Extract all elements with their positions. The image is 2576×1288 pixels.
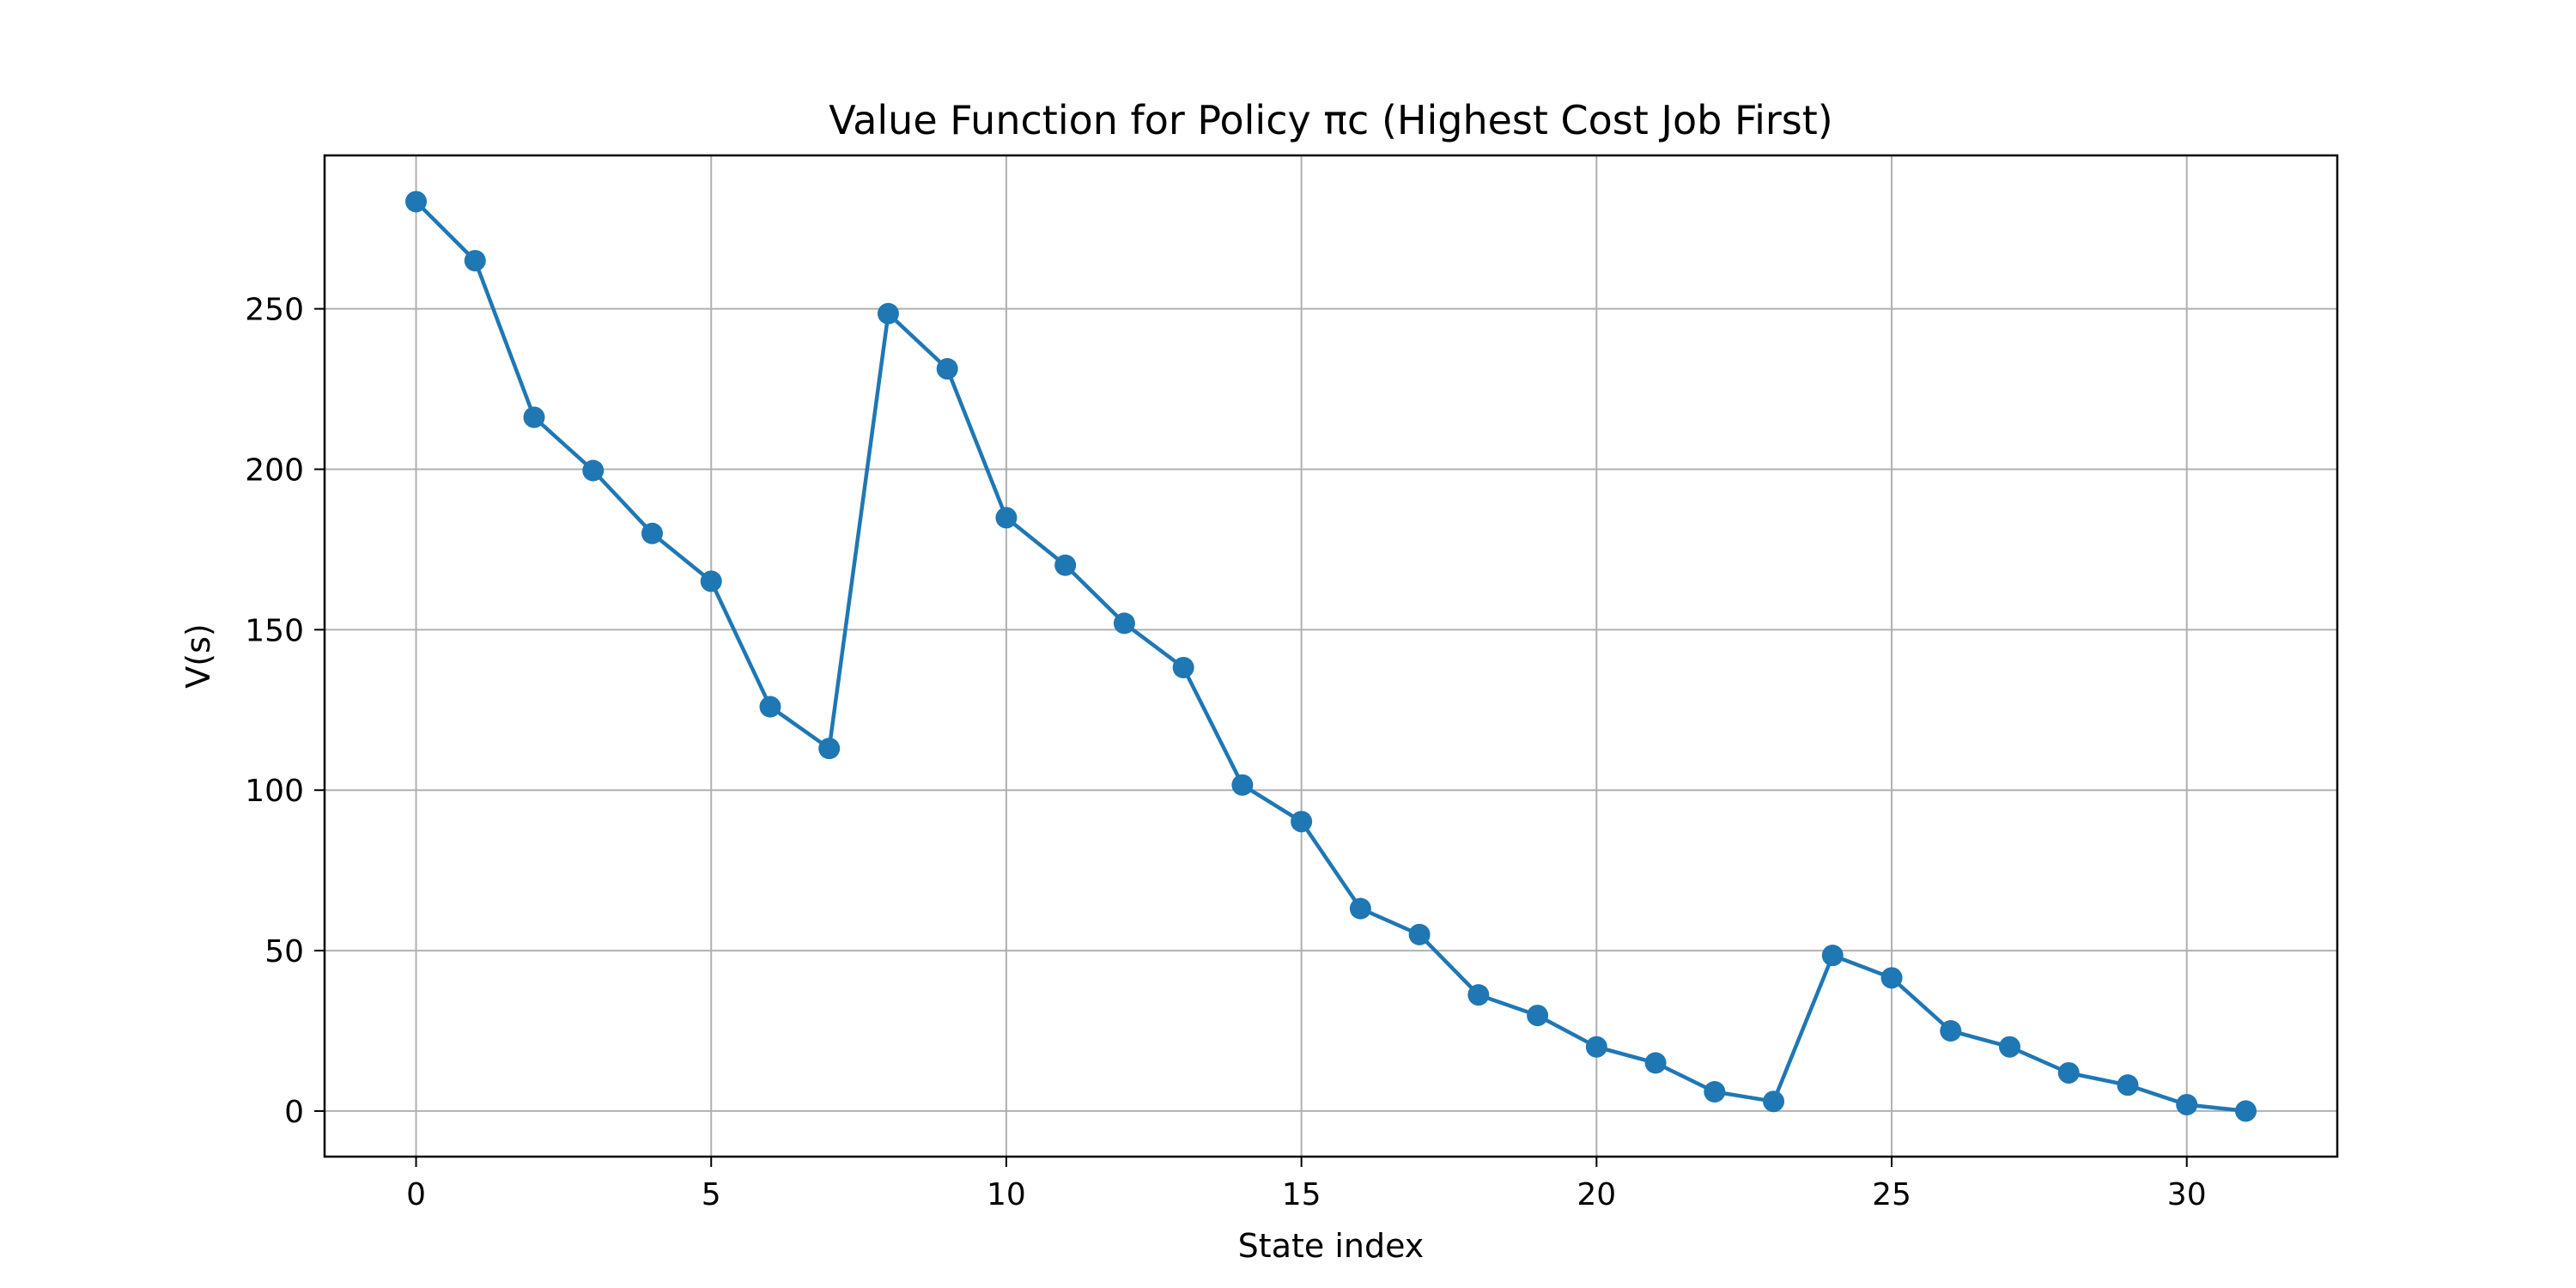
x-tick-label: 15 [1282,1177,1321,1212]
data-point [995,507,1018,529]
data-point [405,191,428,213]
data-point [1172,656,1194,678]
data-point [1821,945,1844,967]
data-point [1113,612,1135,635]
data-point [818,738,841,760]
data-point [1054,554,1077,576]
chart-title: Value Function for Policy πc (Highest Co… [829,97,1832,143]
data-point [936,358,958,380]
data-point [2117,1074,2139,1097]
x-tick-label: 10 [987,1177,1026,1212]
series [405,191,2257,1122]
data-point [1940,1020,1962,1042]
x-tick-label: 25 [1872,1177,1911,1212]
data-point [464,250,486,272]
x-tick-label: 5 [702,1177,721,1212]
data-point [2176,1093,2198,1115]
y-tick-label: 250 [245,293,304,328]
data-point [700,570,722,592]
data-point [1880,967,1903,989]
y-axis: 0 50 100 150 200 250 [245,293,325,1130]
data-point [1291,811,1313,833]
data-point [641,522,664,544]
y-tick-label: 0 [284,1095,304,1130]
y-axis-label: V(s) [179,623,217,688]
series-line [414,200,2246,1114]
y-tick-label: 100 [245,774,304,809]
grid [325,155,2337,1157]
data-point [877,302,899,325]
x-tick-label: 20 [1577,1177,1616,1212]
data-point [1231,774,1254,796]
y-tick-label: 150 [245,613,304,648]
data-point [759,696,781,718]
data-point [1349,897,1371,920]
y-tick-label: 50 [264,934,304,969]
data-point [523,406,545,428]
plot-frame [323,154,2339,1158]
data-point [1644,1052,1667,1074]
data-point [2234,1100,2257,1122]
data-point [1763,1091,1785,1113]
data-point [1408,923,1431,945]
x-axis-label: State index [1238,1227,1425,1265]
data-point [1585,1036,1607,1058]
x-tick-label: 30 [2167,1177,2207,1212]
x-axis: 0 5 10 15 20 25 30 [406,1157,2207,1212]
data-point [1998,1036,2020,1058]
data-point [1467,984,1490,1006]
x-tick-label: 0 [406,1177,426,1212]
data-point [1527,1005,1549,1027]
data-point [582,459,605,482]
y-tick-label: 200 [245,453,304,488]
data-point [2057,1061,2080,1084]
data-point [1704,1081,1726,1103]
